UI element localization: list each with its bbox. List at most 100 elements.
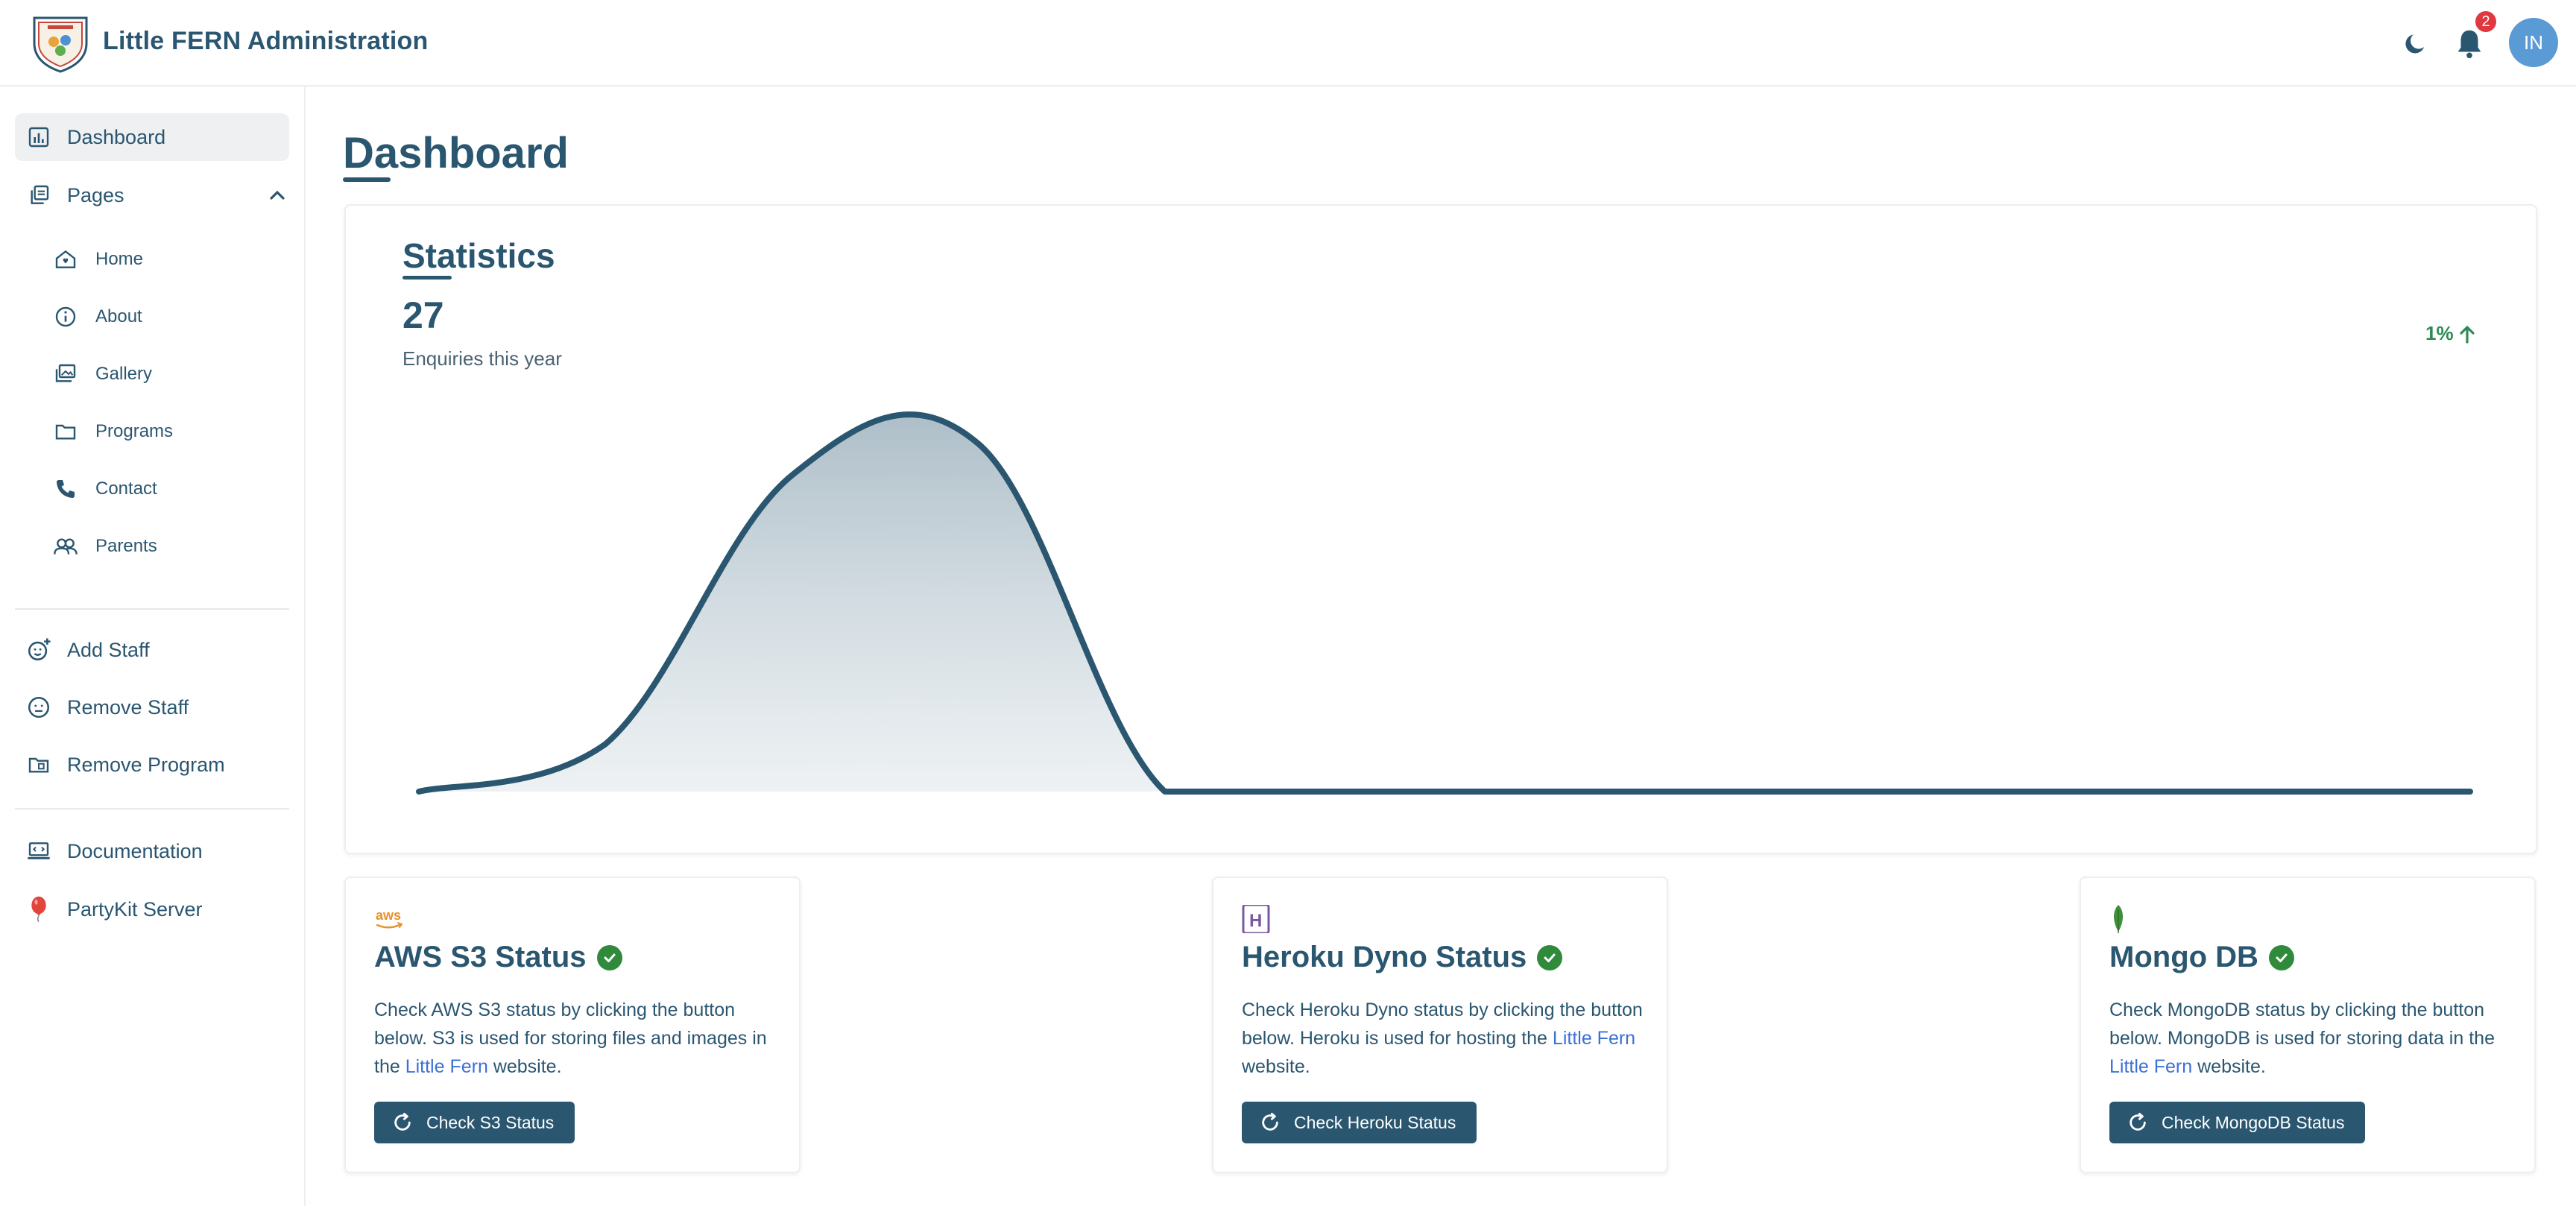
sidebar-item-label: Remove Staff <box>67 695 189 719</box>
little-fern-link[interactable]: Little Fern <box>1552 1028 1636 1049</box>
sidebar-item-label: PartyKit Server <box>67 897 203 921</box>
statistics-caption: Enquiries this year <box>402 347 562 370</box>
card-description: Check MongoDB status by clicking the but… <box>2109 996 2512 1081</box>
statistics-card: Statistics 27 Enquiries this year 1% <box>344 204 2537 854</box>
aws-logo-text: aws <box>376 908 401 923</box>
statistics-title: Statistics <box>402 236 555 275</box>
balloon-icon <box>25 896 52 923</box>
pages-icon <box>25 182 52 209</box>
sidebar-item-pages[interactable]: Pages <box>15 171 289 219</box>
user-avatar[interactable]: IN <box>2509 18 2558 67</box>
sidebar-item-remove-staff[interactable]: Remove Staff <box>15 683 289 731</box>
sidebar-divider <box>15 808 289 809</box>
chart-area-fill <box>419 414 2470 792</box>
sidebar-item-gallery[interactable]: Gallery <box>15 352 289 397</box>
logo-badge[interactable] <box>30 13 91 73</box>
card-description: Check AWS S3 status by clicking the butt… <box>374 996 777 1081</box>
card-title-text: Heroku Dyno Status <box>1242 941 1527 973</box>
card-description: Check Heroku Dyno status by clicking the… <box>1242 996 1644 1081</box>
desc-text: Check MongoDB status by clicking the but… <box>2109 1000 2495 1049</box>
sidebar-item-partykit[interactable]: PartyKit Server <box>15 885 289 933</box>
desc-text-end: website. <box>487 1056 562 1077</box>
sidebar-item-about[interactable]: About <box>15 294 289 339</box>
heroku-logo-text: H <box>1249 911 1262 931</box>
card-title: AWS S3 Status <box>374 941 622 974</box>
remove-user-icon <box>25 694 52 721</box>
sidebar-item-parents[interactable]: Parents <box>15 524 289 569</box>
button-label: Check MongoDB Status <box>2162 1112 2345 1132</box>
sidebar-item-label: Home <box>95 249 144 269</box>
sidebar-item-label: Pages <box>67 183 124 206</box>
aws-logo-icon: aws <box>376 908 403 929</box>
refresh-icon <box>1262 1112 1278 1131</box>
sidebar-item-label: Documentation <box>67 839 203 862</box>
check-heroku-status-button[interactable]: Check Heroku Status <box>1242 1102 1477 1143</box>
check-s3-status-button[interactable]: Check S3 Status <box>374 1102 575 1143</box>
sidebar-divider <box>15 608 289 610</box>
desc-text-end: website. <box>2192 1056 2266 1077</box>
button-label: Check S3 Status <box>426 1112 555 1132</box>
sidebar-item-dashboard[interactable]: Dashboard <box>15 113 289 161</box>
heroku-logo-icon: H <box>1242 905 1270 933</box>
refresh-icon <box>394 1112 411 1131</box>
sidebar-item-label: Add Staff <box>67 638 150 661</box>
phone-icon <box>52 476 79 502</box>
chevron-up-icon[interactable] <box>265 183 289 207</box>
gallery-icon <box>52 361 79 388</box>
button-label: Check Heroku Status <box>1294 1112 1456 1132</box>
card-title: Heroku Dyno Status <box>1242 941 1563 974</box>
notification-badge: 2 <box>2473 9 2498 34</box>
check-circle-icon <box>1537 944 1563 970</box>
little-fern-link[interactable]: Little Fern <box>405 1056 488 1077</box>
sidebar-item-home[interactable]: Home <box>15 237 289 282</box>
trend-indicator: 1% <box>2425 322 2476 345</box>
bar-chart-icon <box>25 124 52 151</box>
enquiries-area-chart <box>416 411 2473 795</box>
sidebar-item-programs[interactable]: Programs <box>15 409 289 454</box>
desc-text: Check Heroku Dyno status by clicking the… <box>1242 1000 1643 1049</box>
sidebar-item-contact[interactable]: Contact <box>15 467 289 511</box>
card-title: Mongo DB <box>2109 941 2294 974</box>
top-bar: Little FERN Administration 2 IN <box>0 0 2576 86</box>
bell-icon[interactable] <box>2452 25 2487 61</box>
sidebar-item-label: Programs <box>95 421 174 441</box>
desc-text-end: website. <box>1242 1056 1310 1077</box>
sidebar: Dashboard Pages Home About Gallery <box>0 86 306 1206</box>
sidebar-item-label: Contact <box>95 479 157 499</box>
add-user-icon <box>25 637 52 663</box>
card-title-text: AWS S3 Status <box>374 941 587 973</box>
sidebar-item-documentation[interactable]: Documentation <box>15 827 289 875</box>
home-icon <box>52 246 79 273</box>
sidebar-item-label: Gallery <box>95 364 153 384</box>
title-underline <box>343 177 391 182</box>
check-circle-icon <box>596 944 622 970</box>
little-fern-link[interactable]: Little Fern <box>2109 1056 2193 1077</box>
aws-s3-status-card: aws AWS S3 Status Check AWS S3 status by… <box>344 877 801 1173</box>
folder-icon <box>52 418 79 445</box>
info-icon <box>52 303 79 330</box>
statistics-underline <box>402 276 452 280</box>
sidebar-item-label: Remove Program <box>67 753 225 776</box>
arrow-up-icon <box>2459 325 2475 344</box>
page-title: Dashboard <box>343 129 569 177</box>
card-title-text: Mongo DB <box>2109 941 2258 973</box>
mongodb-leaf-icon <box>2114 905 2123 933</box>
app-title: Little FERN Administration <box>103 27 429 55</box>
check-circle-icon <box>2268 944 2294 970</box>
sidebar-item-remove-program[interactable]: Remove Program <box>15 741 289 789</box>
chart-series-line <box>416 411 2473 795</box>
heroku-dyno-status-card: H Heroku Dyno Status Check Heroku Dyno s… <box>1212 877 1668 1173</box>
sidebar-item-add-staff[interactable]: Add Staff <box>15 626 289 674</box>
mongodb-status-card: Mongo DB Check MongoDB status by clickin… <box>2080 877 2536 1173</box>
laptop-code-icon <box>25 838 52 865</box>
refresh-icon <box>2130 1112 2146 1131</box>
moon-icon[interactable] <box>2402 30 2430 58</box>
desc-text: Check AWS S3 status by clicking the butt… <box>374 1000 767 1077</box>
sidebar-item-label: Parents <box>95 536 157 556</box>
sidebar-item-label: Dashboard <box>67 125 166 148</box>
users-icon <box>52 533 79 560</box>
statistics-value: 27 <box>402 294 444 336</box>
check-mongodb-status-button[interactable]: Check MongoDB Status <box>2109 1102 2366 1143</box>
sidebar-item-label: About <box>95 306 142 326</box>
